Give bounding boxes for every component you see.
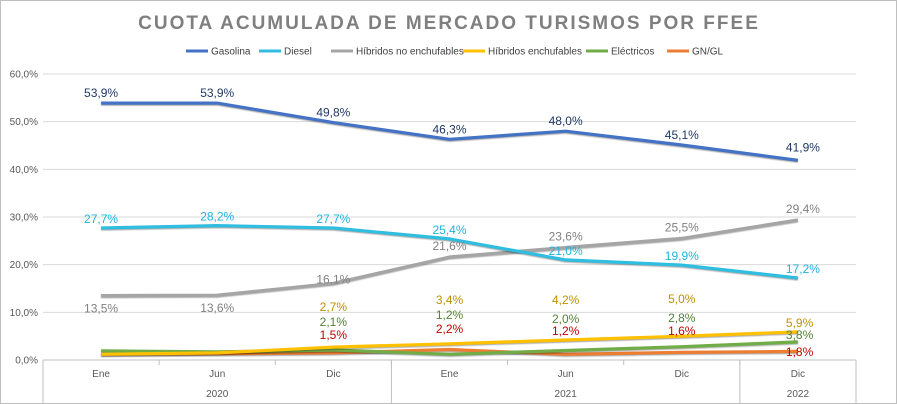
gridlines [43, 73, 856, 313]
data-label: 19,9% [665, 249, 699, 263]
data-label: 2,2% [436, 322, 464, 336]
x-tick-label: Ene [92, 369, 110, 380]
data-label: 27,7% [84, 212, 118, 226]
data-label: 4,2% [552, 293, 580, 307]
legend-label: Híbridos enchufables [488, 47, 582, 58]
y-tick-label: 10,0% [10, 308, 38, 319]
series-line-3 [101, 330, 798, 356]
series-lines [101, 101, 799, 356]
data-label: 41,9% [786, 140, 820, 154]
data-label: 21,0% [549, 244, 583, 258]
legend-label: Eléctricos [611, 47, 654, 58]
data-label: 53,9% [84, 86, 118, 100]
legend: Gasolina Diesel Híbridos no enchufables Híb… [186, 47, 724, 58]
data-label: 1,6% [668, 324, 696, 338]
series-line-0 [101, 101, 799, 162]
data-label: 5,0% [668, 292, 696, 306]
data-label: 49,8% [316, 106, 350, 120]
data-label: 2,1% [320, 315, 348, 329]
series-line-2 [101, 218, 799, 298]
x-tick-label: Dic [326, 369, 340, 380]
legend-label: GN/GL [692, 47, 724, 58]
data-label: 53,9% [200, 86, 234, 100]
legend-label: Gasolina [211, 47, 251, 58]
y-axis: 0,0% 10,0% 20,0% 30,0% 40,0% 50,0% 60,0% [10, 70, 38, 367]
chart-title: CUOTA ACUMULADA DE MERCADO TURISMOS POR … [138, 13, 760, 34]
y-tick-label: 50,0% [10, 117, 38, 128]
data-label: 1,2% [552, 324, 580, 338]
x-tick-label: Dic [675, 369, 689, 380]
data-label: 3,4% [436, 293, 464, 307]
y-tick-label: 20,0% [10, 260, 38, 271]
x-group-label: 2020 [206, 389, 229, 400]
data-label: 27,7% [316, 212, 350, 226]
data-label: 2,8% [668, 311, 696, 325]
data-label: 13,6% [200, 301, 234, 315]
data-label: 23,6% [549, 230, 583, 244]
data-label: 1,8% [786, 345, 814, 359]
data-label: 1,5% [320, 328, 348, 342]
data-label: 3,8% [786, 328, 814, 342]
y-tick-label: 40,0% [10, 165, 38, 176]
data-label: 46,3% [432, 122, 466, 136]
x-group-label: 2021 [555, 389, 578, 400]
data-label: 25,4% [432, 223, 466, 237]
x-group-label: 2022 [787, 389, 810, 400]
data-label: 16,1% [316, 272, 350, 286]
y-tick-label: 30,0% [10, 213, 38, 224]
x-tick-label: Ene [441, 369, 459, 380]
data-label: 48,0% [549, 114, 583, 128]
data-label: 25,5% [665, 220, 699, 234]
data-label: 5,9% [786, 316, 814, 330]
data-label: 2,0% [552, 312, 580, 326]
data-label: 2,7% [320, 300, 348, 314]
x-tick-label: Dic [791, 369, 805, 380]
data-label: 17,2% [786, 262, 820, 276]
legend-label: Híbridos no enchufables [356, 47, 464, 58]
data-label: 13,5% [84, 302, 118, 316]
y-tick-label: 60,0% [10, 70, 38, 81]
x-tick-label: Jun [558, 369, 574, 380]
data-label: 1,2% [436, 308, 464, 322]
x-axis: Ene Jun Dic Ene Jun Dic Dic 2020 2021 2022 [42, 359, 857, 403]
data-label: 28,2% [200, 210, 234, 224]
data-label: 29,4% [786, 202, 820, 216]
data-label: 21,6% [432, 239, 466, 253]
series-line-1 [101, 224, 799, 280]
x-tick-label: Jun [209, 369, 225, 380]
y-tick-label: 0,0% [15, 356, 38, 367]
data-label: 45,1% [665, 128, 699, 142]
data-labels: 53,9% 53,9% 49,8% 46,3% 48,0% 45,1% 41,9% 27,7%… [84, 86, 820, 359]
legend-label: Diesel [284, 47, 312, 58]
